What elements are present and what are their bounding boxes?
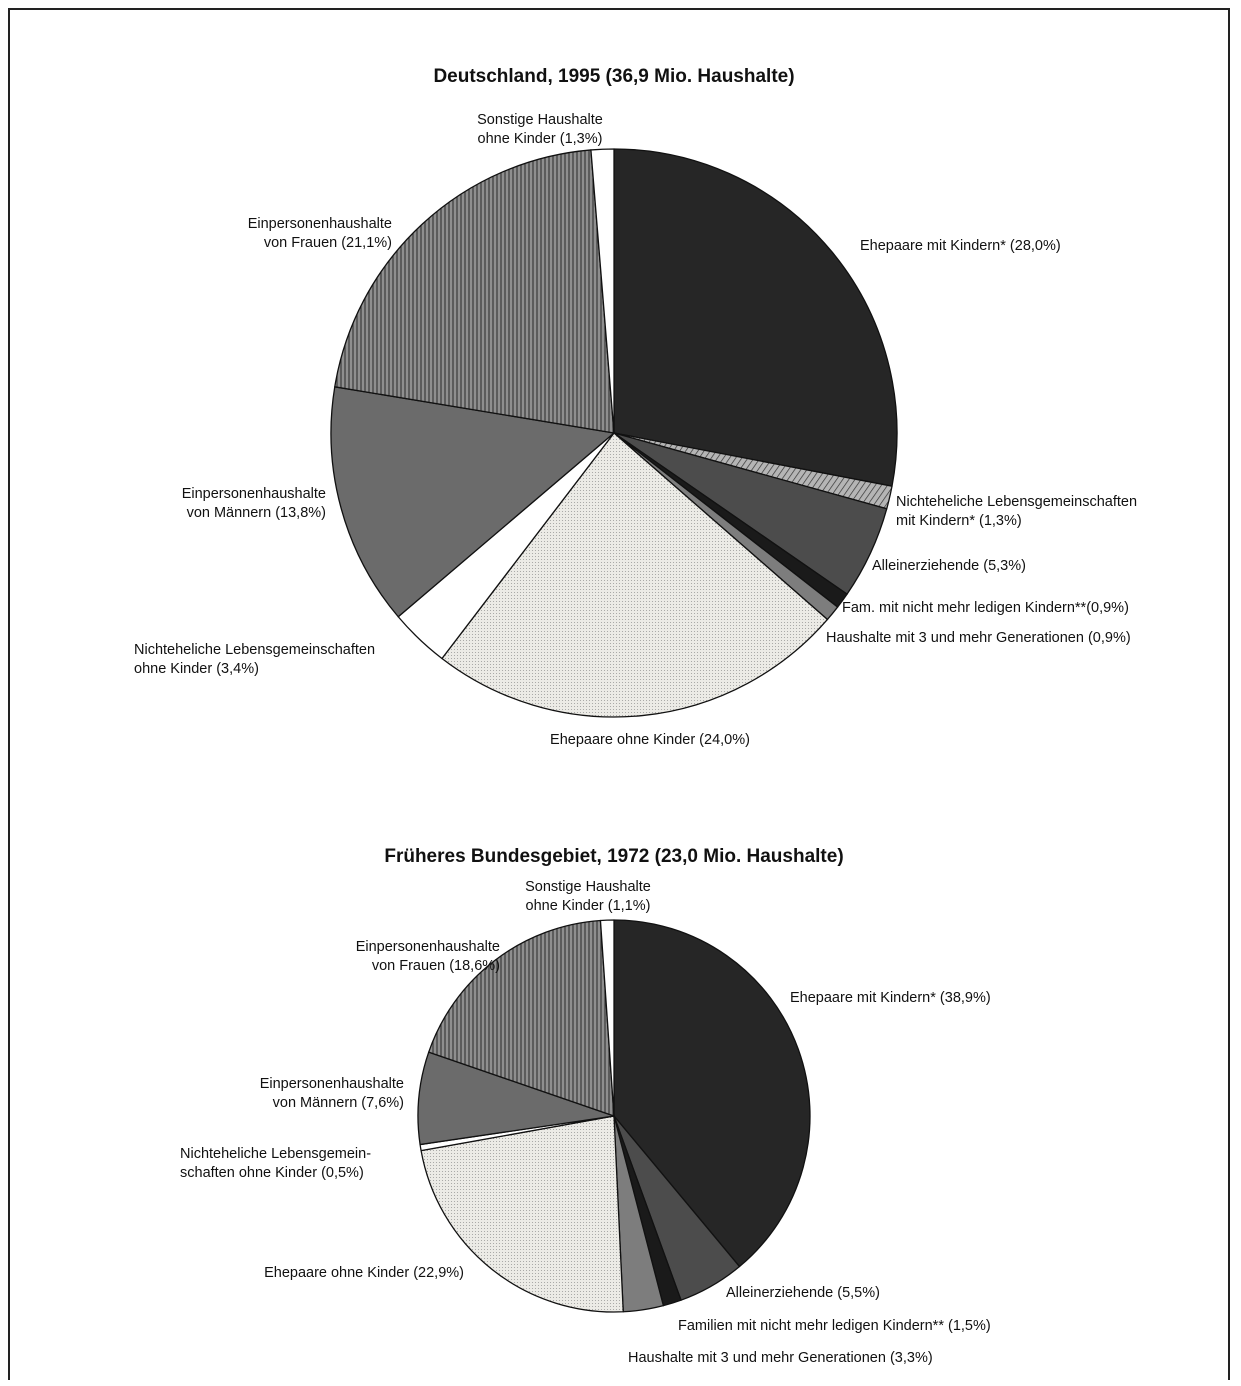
pie-slice-ehepaare-ohne-kinder	[441, 432, 829, 718]
slice-label-ehepaare-mit-kindern: Ehepaare mit Kindern* (28,0%)	[860, 238, 1061, 254]
slice-label-alleinerziehende: Alleinerziehende (5,5%)	[726, 1285, 880, 1301]
pie-slice-einpers-maenner	[330, 386, 615, 618]
pie-slice-einpers-frauen	[334, 149, 615, 434]
pie-slice-sonstige	[590, 148, 615, 434]
slice-label-nel-ohne-kinder: Nichteheliche Lebensgemeinschaften ohne K…	[134, 642, 375, 677]
slice-label-ehepaare-ohne-kinder: Ehepaare ohne Kinder (22,9%)	[264, 1265, 464, 1281]
slice-label-einpers-maenner: Einpersonenhaushalte von Männern (13,8%)	[182, 486, 326, 521]
slice-label-fam-nicht-ledig: Familien mit nicht mehr ledigen Kindern*…	[678, 1318, 991, 1334]
pie-slice-ehepaare-ohne-kinder	[420, 1115, 624, 1313]
slice-label-sonstige: Sonstige Haushalte ohne Kinder (1,1%)	[525, 879, 651, 914]
pie-slice-ehepaare-mit-kindern	[613, 919, 811, 1268]
pie-slice-einpers-frauen	[428, 919, 615, 1117]
slice-label-drei-generationen: Haushalte mit 3 und mehr Generationen (3…	[628, 1350, 933, 1366]
slice-label-drei-generationen: Haushalte mit 3 und mehr Generationen (0…	[826, 630, 1131, 646]
chart-title: Deutschland, 1995 (36,9 Mio. Haushalte)	[433, 66, 794, 87]
pie-slice-sonstige	[599, 919, 615, 1117]
slice-label-einpers-frauen: Einpersonenhaushalte von Frauen (18,6%)	[356, 939, 500, 974]
slice-label-nel-ohne-kinder: Nichteheliche Lebensgemein-schaften ohne…	[180, 1146, 371, 1181]
pie-slice-einpers-maenner	[417, 1051, 615, 1146]
slice-label-sonstige: Sonstige Haushalte ohne Kinder (1,3%)	[477, 112, 603, 147]
slice-label-einpers-frauen: Einpersonenhaushalte von Frauen (21,1%)	[248, 216, 392, 251]
pie-slice-ehepaare-mit-kindern	[613, 148, 898, 487]
chart-title: Früheres Bundesgebiet, 1972 (23,0 Mio. H…	[384, 846, 843, 867]
slice-label-fam-nicht-ledig: Fam. mit nicht mehr ledigen Kindern**(0,…	[842, 600, 1129, 616]
slice-label-ehepaare-ohne-kinder: Ehepaare ohne Kinder (24,0%)	[550, 732, 750, 748]
slice-label-ehepaare-mit-kindern: Ehepaare mit Kindern* (38,9%)	[790, 990, 991, 1006]
slice-label-nel-mit-kindern: Nichteheliche Lebensgemeinschaften mit Ki…	[896, 494, 1137, 529]
figure-frame	[8, 8, 1230, 1380]
slice-label-alleinerziehende: Alleinerziehende (5,3%)	[872, 558, 1026, 574]
slice-label-einpers-maenner: Einpersonenhaushalte von Männern (7,6%)	[260, 1076, 404, 1111]
pie-chart-1972: Früheres Bundesgebiet, 1972 (23,0 Mio. H…	[180, 846, 991, 1366]
pie-chart-1995: Deutschland, 1995 (36,9 Mio. Haushalte) E…	[134, 66, 1137, 748]
